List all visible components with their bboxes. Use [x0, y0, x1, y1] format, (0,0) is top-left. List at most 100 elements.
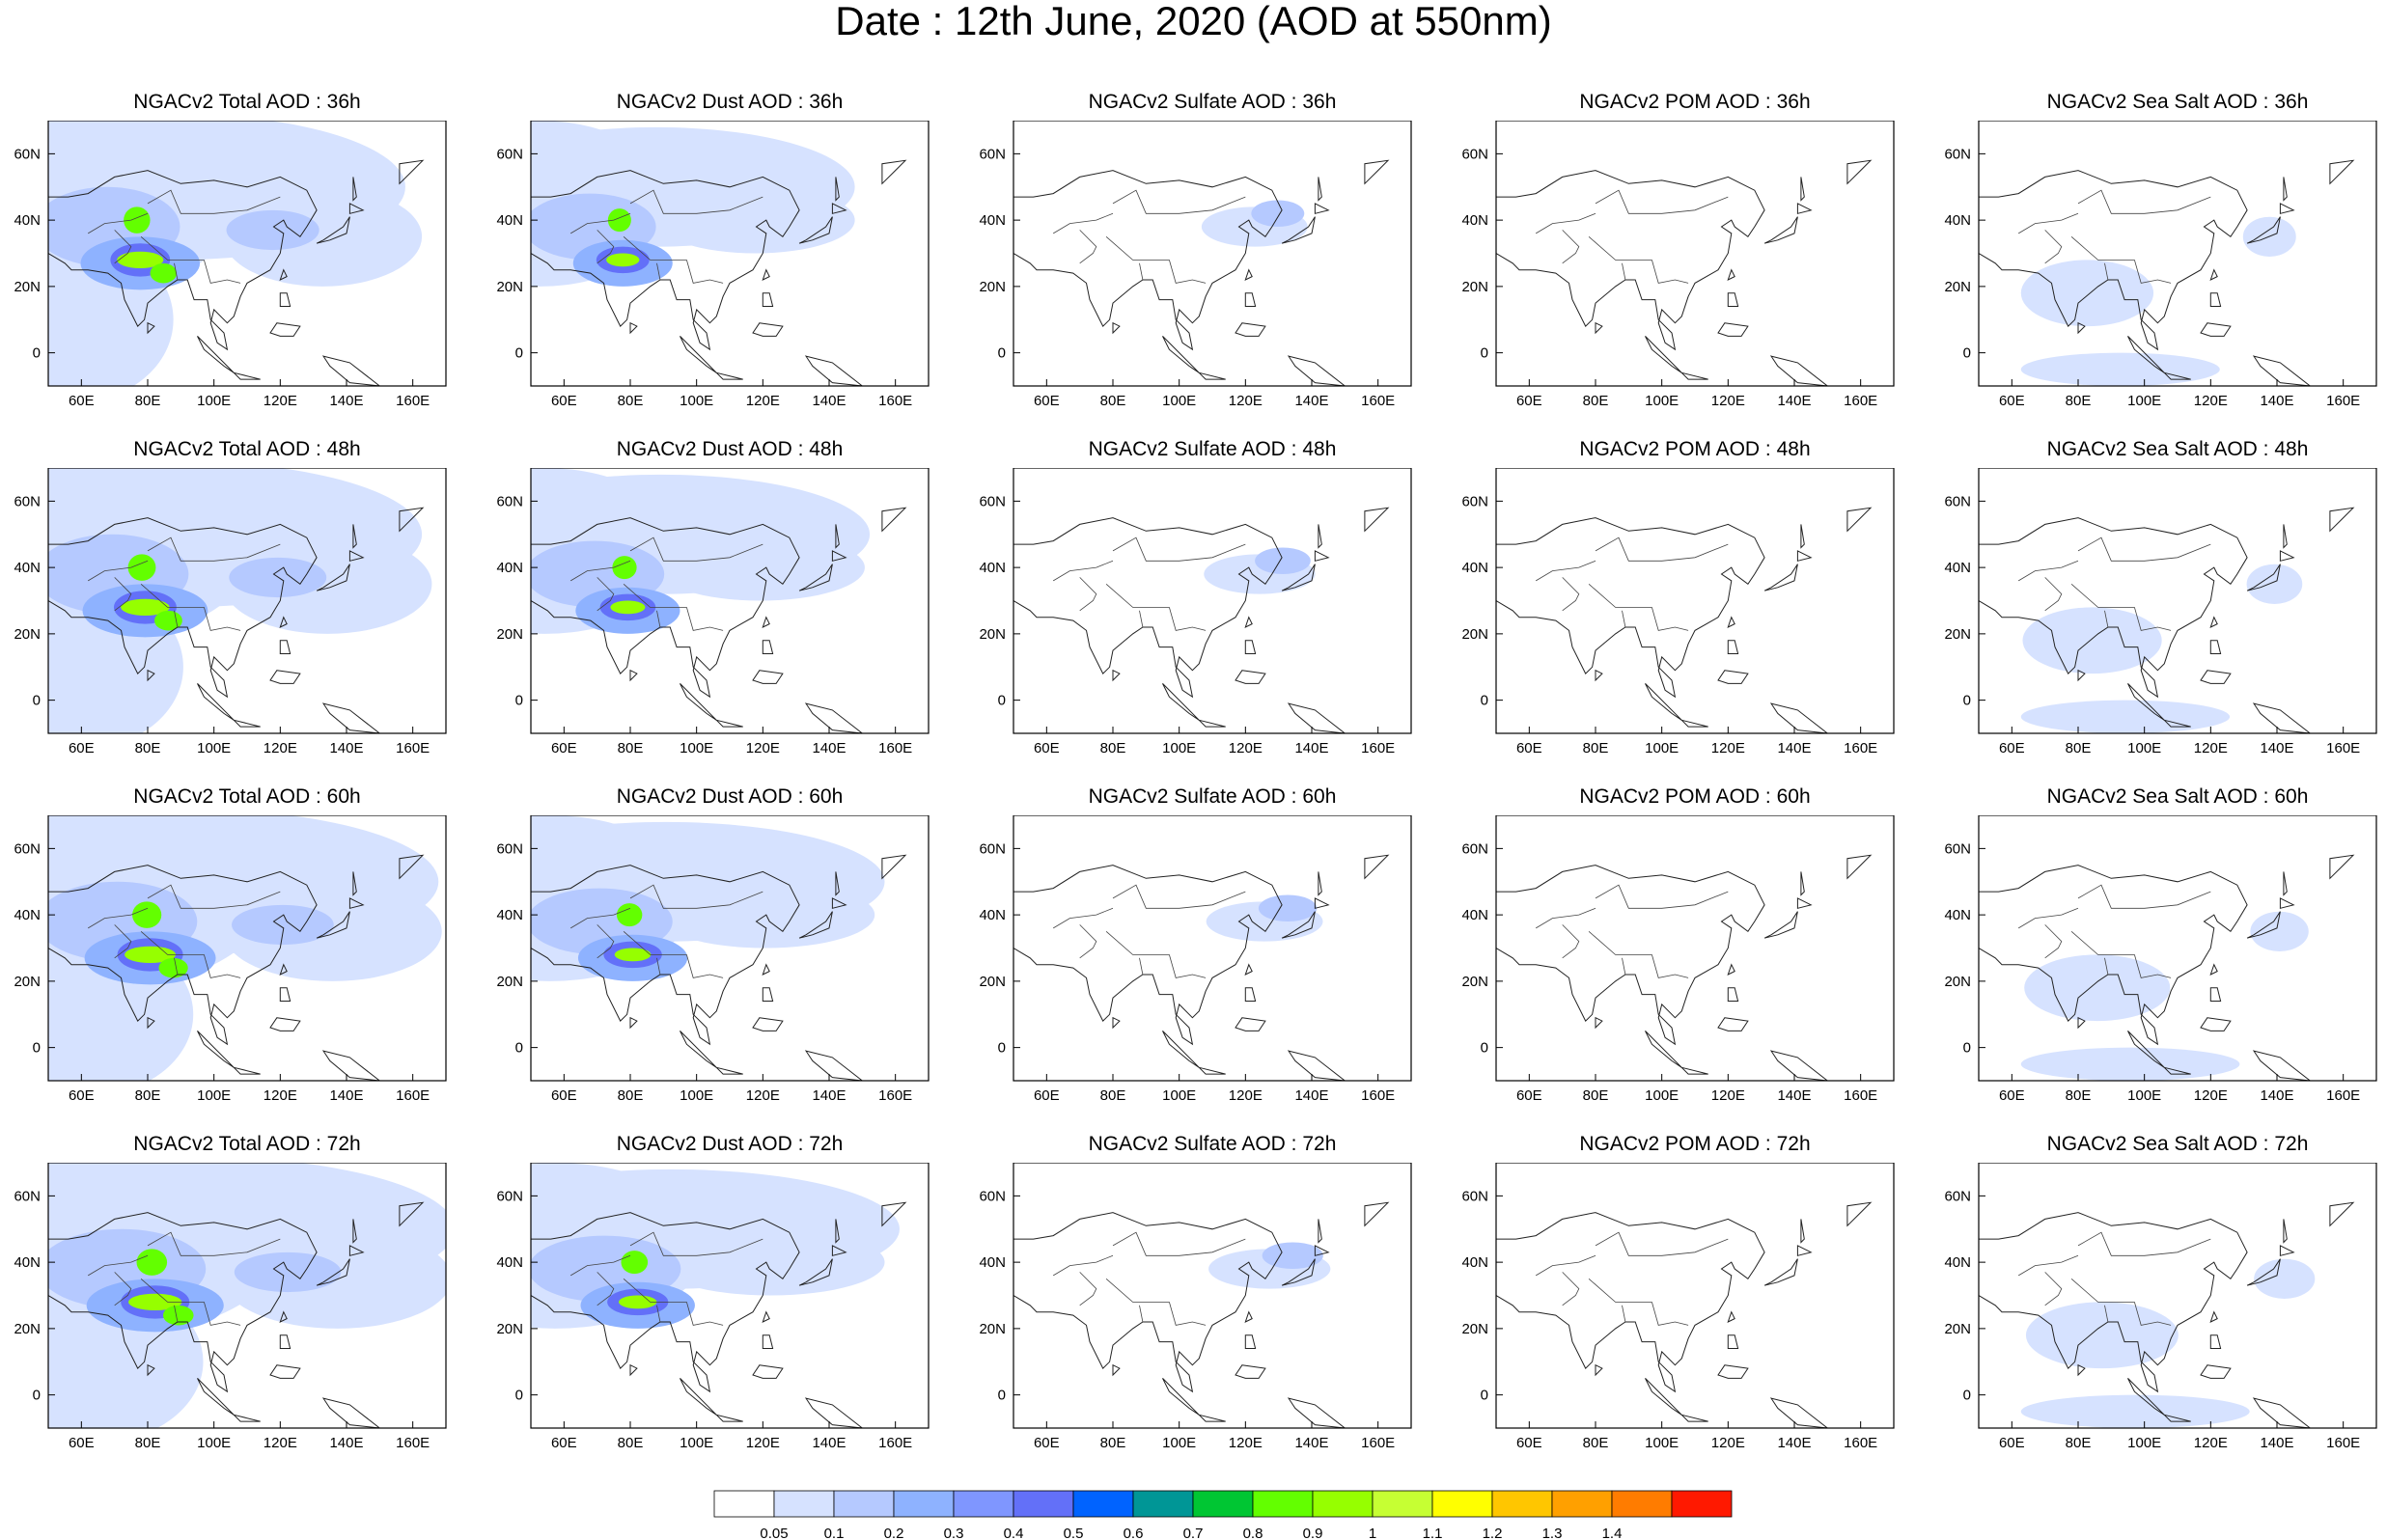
lon-tick-label: 60E	[1516, 740, 1542, 756]
coastline	[352, 1219, 357, 1244]
coastline	[348, 550, 365, 562]
country-border	[1562, 230, 1580, 264]
lon-tick-label: 60E	[551, 393, 577, 409]
coastline	[629, 1363, 638, 1377]
country-border	[2134, 607, 2172, 631]
lat-tick-label: 60N	[496, 493, 523, 509]
country-border	[174, 1305, 179, 1323]
lon-tick-label: 140E	[1294, 1087, 1328, 1104]
aod-shading	[121, 598, 170, 616]
lat-tick-label: 40N	[1944, 907, 1971, 923]
coastline	[2162, 719, 2191, 728]
lon-tick-label: 120E	[1229, 1435, 1263, 1451]
colorbar-swatch	[833, 1490, 895, 1518]
coastline	[1645, 1378, 1682, 1416]
country-border	[204, 954, 241, 978]
lat-tick-label: 0	[998, 693, 1006, 709]
aod-shading	[128, 1293, 182, 1310]
coastline	[629, 1016, 638, 1030]
aod-map-panel: 60E 80E 100E 120E 140E 160E 60N 40N 20N 0	[1461, 1163, 1895, 1451]
lat-tick-label: 0	[1963, 345, 1971, 362]
coastline	[1244, 640, 1257, 654]
colorbar-swatch	[1013, 1490, 1074, 1518]
coastline	[1112, 1016, 1121, 1030]
coastline	[269, 1364, 301, 1379]
coastline	[269, 1017, 301, 1031]
coastline	[1318, 1219, 1322, 1244]
coastline	[2127, 1378, 2165, 1416]
country-border	[87, 907, 149, 929]
lon-tick-label: 160E	[1844, 1087, 1877, 1104]
coastline	[1769, 355, 1829, 386]
lon-tick-label: 80E	[135, 740, 161, 756]
coastline	[1364, 1201, 1390, 1227]
lon-tick-label: 60E	[551, 740, 577, 756]
aod-shading	[117, 251, 164, 268]
lon-tick-label: 140E	[2260, 1435, 2293, 1451]
aod-shading	[1258, 894, 1318, 921]
lat-tick-label: 40N	[14, 1254, 41, 1271]
lon-tick-label: 120E	[746, 740, 780, 756]
lon-tick-label: 100E	[680, 740, 713, 756]
coastline	[1679, 371, 1708, 380]
aod-shading	[607, 208, 631, 233]
lon-tick-label: 160E	[1844, 740, 1877, 756]
coastline	[1727, 292, 1739, 307]
coastline	[762, 292, 774, 307]
colorbar-label: 1.2	[1483, 1526, 1503, 1540]
coastline	[1595, 1016, 1603, 1030]
lon-tick-label: 80E	[618, 740, 644, 756]
lon-tick-label: 80E	[1583, 393, 1609, 409]
country-border	[2134, 260, 2172, 284]
coastline	[1364, 854, 1390, 880]
colorbar-swatch	[1132, 1490, 1194, 1518]
lon-tick-label: 100E	[1162, 393, 1196, 409]
coastline	[798, 911, 833, 939]
country-border	[1622, 610, 1626, 628]
country-border	[1112, 189, 1246, 214]
lon-tick-label: 80E	[618, 1435, 644, 1451]
lon-tick-label: 80E	[618, 1087, 644, 1104]
coastline	[752, 670, 784, 684]
coastline	[2200, 670, 2232, 684]
aod-map-panel: 60E 80E 100E 120E 140E 160E 60N 40N 20N 0	[1461, 815, 1895, 1104]
coastline	[1645, 683, 1682, 721]
coastline	[1244, 1310, 1253, 1323]
coastline	[2246, 216, 2281, 244]
coastline	[48, 865, 318, 1046]
coastline	[352, 871, 357, 896]
coastline	[1979, 170, 2248, 351]
lat-tick-label: 40N	[979, 907, 1006, 923]
country-border	[656, 957, 661, 976]
lon-tick-label: 120E	[264, 1435, 297, 1451]
country-border	[1595, 536, 1729, 562]
lon-tick-label: 120E	[1711, 1087, 1745, 1104]
aod-shading	[2254, 1258, 2316, 1299]
coastline	[1244, 268, 1253, 281]
country-border	[2104, 957, 2109, 976]
aod-map-panel: 60E 80E 100E 120E 140E 160E 60N 40N 20N 0	[496, 468, 930, 756]
lon-tick-label: 60E	[1999, 393, 2025, 409]
coastline	[2283, 177, 2288, 202]
country-border	[87, 560, 149, 582]
map-frame	[1013, 121, 1412, 387]
lon-tick-label: 140E	[1294, 740, 1328, 756]
coastline	[2252, 1397, 2312, 1428]
colorbar-swatch	[1611, 1490, 1673, 1518]
coastline	[1364, 507, 1390, 533]
aod-map-panel: 60E 80E 100E 120E 140E 160E 60N 40N 20N 0	[1944, 815, 2377, 1104]
country-border	[1112, 536, 1246, 562]
coastline	[1244, 1334, 1257, 1349]
panel-title: NGACv2 Dust AOD : 36h	[616, 91, 844, 113]
coastline	[1013, 1212, 1283, 1393]
coastline	[1013, 170, 1283, 351]
aod-map-panel: 60E 80E 100E 120E 140E 160E 60N 40N 20N 0	[14, 815, 447, 1104]
country-border	[1595, 189, 1729, 214]
colorbar-swatch	[1312, 1490, 1374, 1518]
aod-shading	[2024, 954, 2171, 1022]
coastline	[2209, 640, 2222, 654]
country-border	[2070, 1278, 2135, 1303]
country-border	[2134, 1302, 2172, 1326]
country-border	[174, 262, 179, 281]
lon-tick-label: 60E	[1034, 1087, 1060, 1104]
